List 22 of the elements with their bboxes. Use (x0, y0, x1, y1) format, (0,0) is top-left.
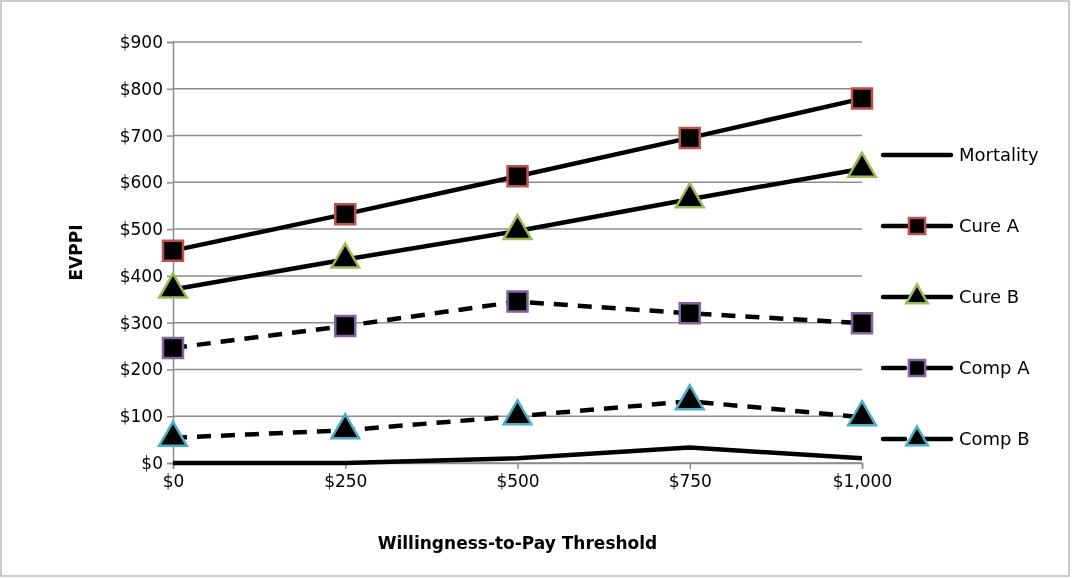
y-tick-label: $400 (119, 265, 163, 286)
y-axis-title: EVPPI (66, 224, 86, 281)
y-tick-label: $500 (119, 219, 163, 240)
x-tick-label: $500 (496, 471, 540, 492)
legend-label: Cure A (959, 215, 1020, 236)
y-tick-label: $800 (119, 78, 163, 99)
legend-label: Cure B (959, 286, 1020, 307)
legend-label: Comp B (959, 428, 1030, 449)
y-tick-label: $300 (119, 312, 163, 333)
y-tick-label: $100 (119, 406, 163, 427)
x-tick-label: $0 (162, 471, 185, 492)
y-tick-label: $200 (119, 359, 163, 380)
x-tick-label: $250 (324, 471, 368, 492)
x-tick-label: $1,000 (832, 471, 893, 492)
x-axis-title: Willingness-to-Pay Threshold (377, 533, 658, 553)
legend-label: Comp A (959, 357, 1031, 378)
y-tick-label: $900 (119, 31, 163, 52)
y-tick-label: $700 (119, 125, 163, 146)
x-tick-label: $750 (668, 471, 712, 492)
y-tick-label: $0 (141, 452, 163, 473)
y-tick-label: $600 (119, 172, 163, 193)
legend-label: Mortality (959, 144, 1040, 165)
